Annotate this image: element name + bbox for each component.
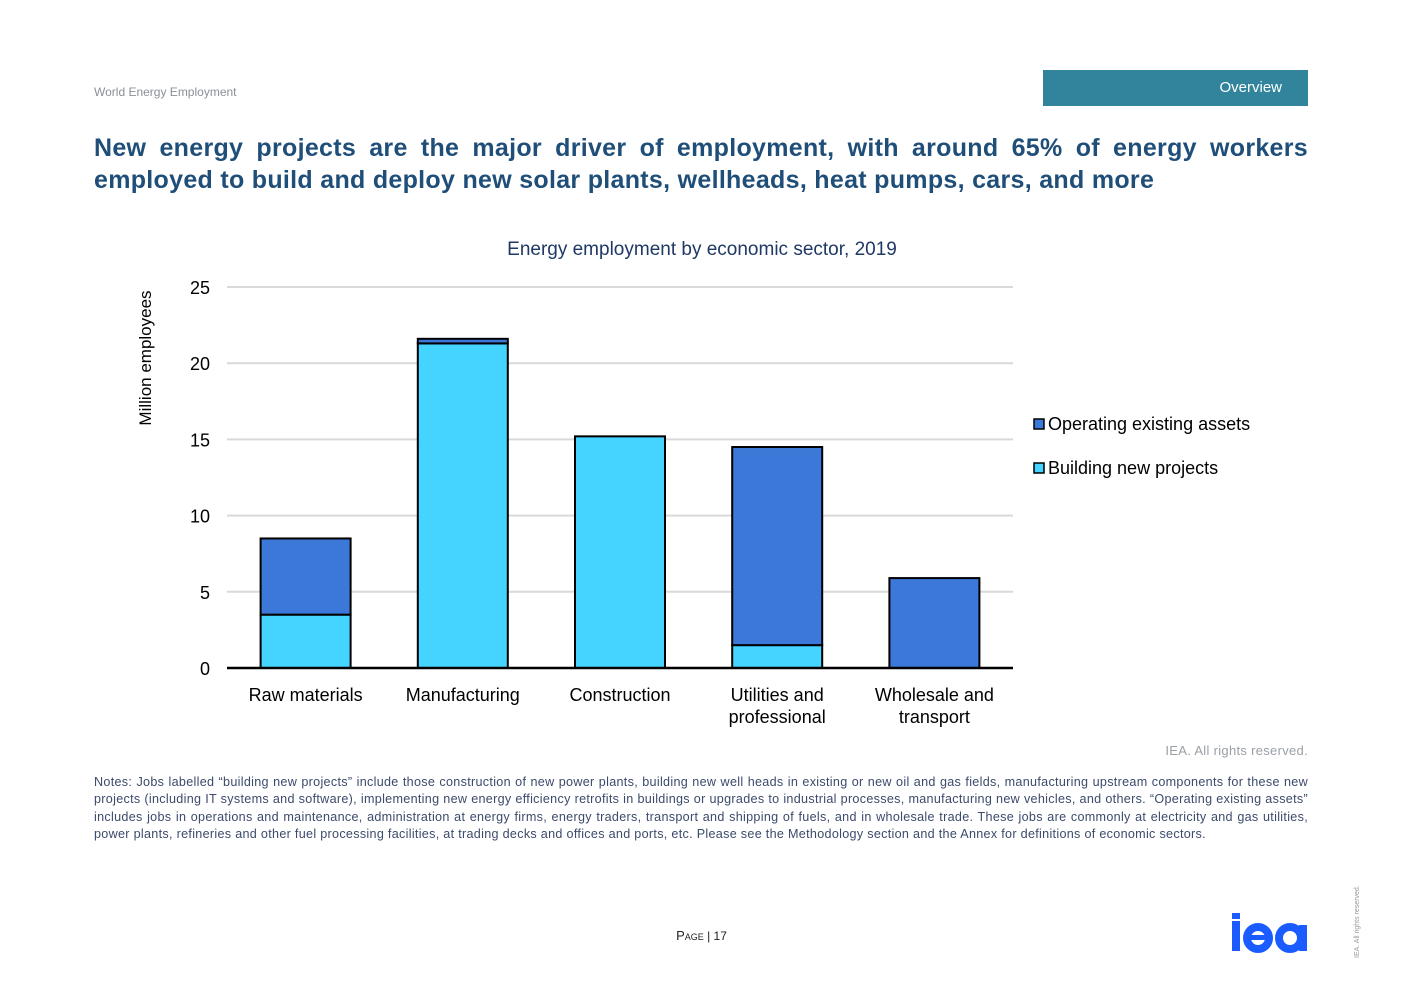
x-tick-label: Construction [569,685,670,705]
bar-building-new-projects [259,613,352,669]
bar-building-new-projects [574,435,666,669]
legend-label: Operating existing assets [1048,414,1250,434]
legend-swatch [1033,418,1045,430]
y-tick-label: 25 [190,278,210,298]
x-tick-label: Manufacturing [406,685,520,705]
bar-chart: Energy employment by economic sector, 20… [136,239,1250,727]
page-headline: New energy projects are the major driver… [94,132,1308,196]
chart-title: Energy employment by economic sector, 20… [507,239,897,260]
legend-swatch [1033,462,1045,474]
section-tab-overview[interactable]: Overview [1043,70,1308,106]
y-tick-label: 0 [200,659,210,679]
rights-notice: IEA. All rights reserved. [1165,743,1308,758]
x-tick-label: professional [729,707,826,727]
y-tick-label: 5 [200,583,210,603]
headline-line-1: New energy projects are the major driver… [94,134,1308,162]
x-tick-label: Wholesale and [875,685,994,705]
legend-label: Building new projects [1048,458,1218,478]
vertical-rights-notice: IEA. All rights reserved. [1354,885,1361,958]
y-axis-label: Million employees [136,290,155,425]
x-tick-label: transport [899,707,970,727]
page-number: Page | 17 [0,928,1403,943]
page-number-value: | 17 [707,929,727,943]
chart-notes: Notes: Jobs labelled “building new proje… [94,775,1308,841]
x-tick-label: Raw materials [249,685,363,705]
headline-line-2: employed to build and deploy new solar p… [94,166,1155,194]
bar-operating-existing-assets [731,446,824,647]
document-label: World Energy Employment [94,85,237,99]
bar-operating-existing-assets [259,537,352,616]
bar-operating-existing-assets [416,337,509,345]
bar-building-new-projects [731,644,824,670]
iea-logo [1232,913,1307,953]
x-tick-label: Utilities and [731,685,824,705]
page-label: Page [676,928,704,943]
y-tick-label: 15 [190,430,210,450]
y-tick-label: 10 [190,507,210,527]
bar-building-new-projects [416,342,509,669]
bar-operating-existing-assets [888,577,981,669]
y-tick-label: 20 [190,354,210,374]
